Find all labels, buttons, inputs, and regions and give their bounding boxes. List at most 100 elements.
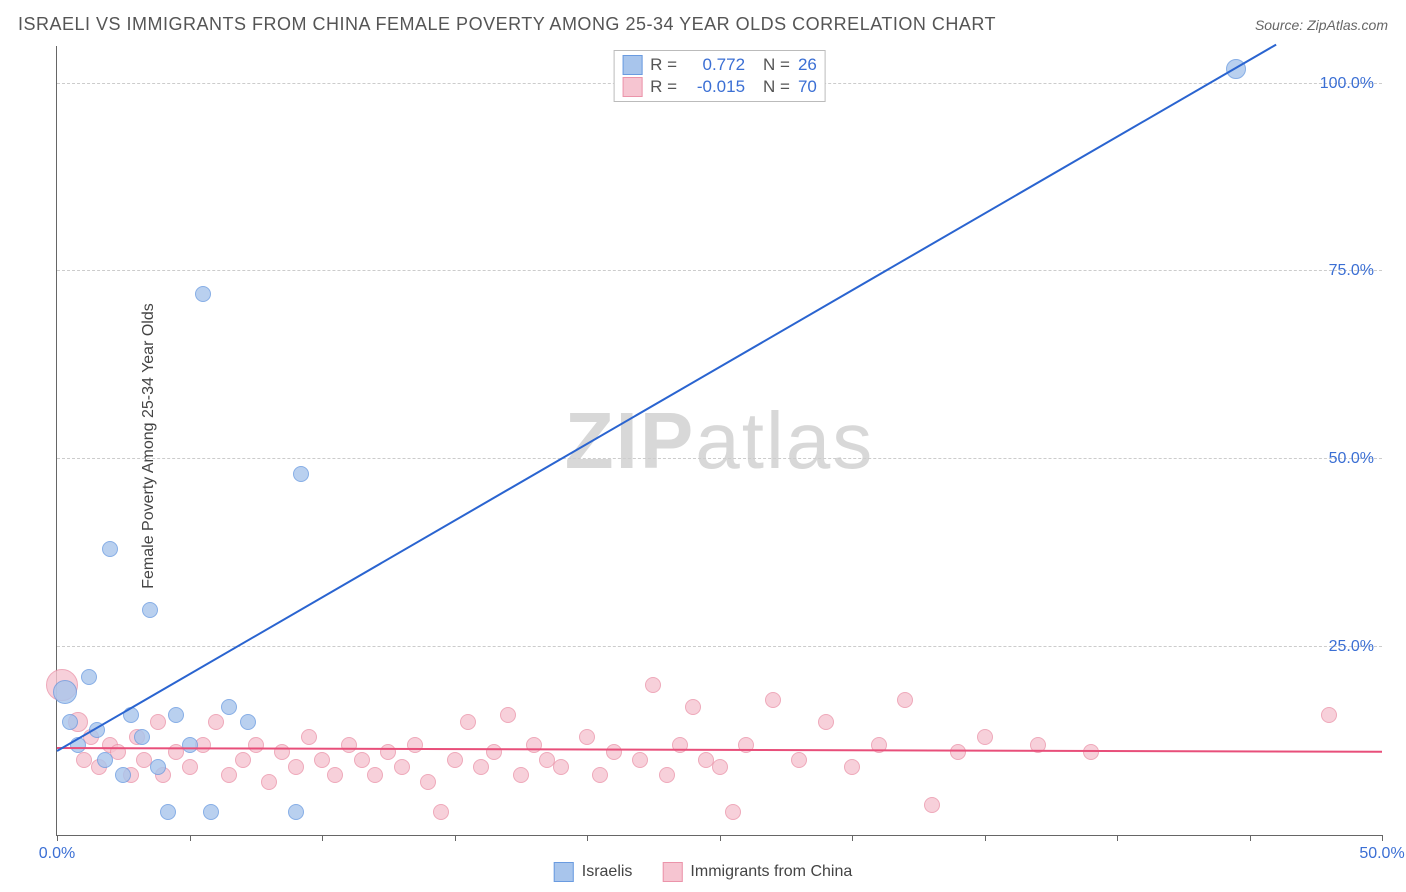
stats-row-china: R = -0.015 N = 70 <box>622 76 817 98</box>
x-tick <box>322 835 323 841</box>
data-point-israelis <box>81 669 97 685</box>
r-label: R = <box>650 77 677 97</box>
data-point-china <box>818 714 834 730</box>
data-point-china <box>327 767 343 783</box>
gridline <box>57 458 1382 459</box>
x-tick <box>190 835 191 841</box>
data-point-china <box>407 737 423 753</box>
data-point-china <box>288 759 304 775</box>
watermark: ZIPatlas <box>565 395 874 487</box>
y-tick-label: 100.0% <box>1320 75 1374 93</box>
n-value-china: 70 <box>798 77 817 97</box>
data-point-israelis <box>142 602 158 618</box>
data-point-china <box>460 714 476 730</box>
data-point-china <box>844 759 860 775</box>
x-tick <box>587 835 588 841</box>
legend-label-israelis: Israelis <box>582 863 633 881</box>
data-point-china <box>314 752 330 768</box>
data-point-china <box>433 804 449 820</box>
data-point-china <box>765 692 781 708</box>
chart-area: ZIPatlas R = 0.772 N = 26 R = -0.015 N =… <box>56 46 1382 836</box>
x-tick <box>1117 835 1118 841</box>
data-point-israelis <box>203 804 219 820</box>
data-point-israelis <box>288 804 304 820</box>
data-point-china <box>473 759 489 775</box>
data-point-china <box>791 752 807 768</box>
swatch-israelis <box>554 862 574 882</box>
data-point-china <box>950 744 966 760</box>
x-tick-label: 50.0% <box>1359 845 1404 863</box>
data-point-china <box>341 737 357 753</box>
data-point-israelis <box>62 714 78 730</box>
data-point-china <box>500 707 516 723</box>
data-point-china <box>1083 744 1099 760</box>
x-tick <box>852 835 853 841</box>
data-point-china <box>380 744 396 760</box>
legend-bottom: Israelis Immigrants from China <box>554 862 853 882</box>
title-bar: ISRAELI VS IMMIGRANTS FROM CHINA FEMALE … <box>18 14 1388 35</box>
data-point-china <box>1321 707 1337 723</box>
data-point-china <box>301 729 317 745</box>
legend-item-israelis: Israelis <box>554 862 633 882</box>
data-point-china <box>645 677 661 693</box>
x-tick <box>720 835 721 841</box>
correlation-stats-box: R = 0.772 N = 26 R = -0.015 N = 70 <box>613 50 826 102</box>
n-label: N = <box>763 55 790 75</box>
gridline <box>57 646 1382 647</box>
source-label: Source: ZipAtlas.com <box>1255 17 1388 33</box>
data-point-israelis <box>97 752 113 768</box>
chart-title: ISRAELI VS IMMIGRANTS FROM CHINA FEMALE … <box>18 14 996 35</box>
data-point-china <box>712 759 728 775</box>
data-point-china <box>208 714 224 730</box>
n-value-israelis: 26 <box>798 55 817 75</box>
legend-label-china: Immigrants from China <box>690 863 852 881</box>
y-tick-label: 50.0% <box>1329 450 1374 468</box>
x-tick <box>455 835 456 841</box>
data-point-china <box>447 752 463 768</box>
data-point-china <box>248 737 264 753</box>
data-point-israelis <box>221 699 237 715</box>
data-point-china <box>977 729 993 745</box>
watermark-atlas: atlas <box>695 396 874 485</box>
data-point-china <box>592 767 608 783</box>
y-tick-label: 25.0% <box>1329 638 1374 656</box>
data-point-china <box>553 759 569 775</box>
x-tick <box>1250 835 1251 841</box>
data-point-china <box>235 752 251 768</box>
data-point-china <box>394 759 410 775</box>
swatch-israelis <box>622 55 642 75</box>
swatch-china <box>662 862 682 882</box>
swatch-china <box>622 77 642 97</box>
data-point-china <box>606 744 622 760</box>
x-tick <box>1382 835 1383 841</box>
watermark-zip: ZIP <box>565 396 695 485</box>
gridline <box>57 270 1382 271</box>
n-label: N = <box>763 77 790 97</box>
data-point-israelis <box>182 737 198 753</box>
data-point-china <box>150 714 166 730</box>
data-point-china <box>367 767 383 783</box>
x-tick <box>985 835 986 841</box>
data-point-china <box>354 752 370 768</box>
data-point-china <box>579 729 595 745</box>
data-point-israelis <box>115 767 131 783</box>
data-point-israelis <box>134 729 150 745</box>
data-point-israelis <box>240 714 256 730</box>
data-point-israelis <box>195 286 211 302</box>
x-tick-label: 0.0% <box>39 845 75 863</box>
r-value-israelis: 0.772 <box>685 55 745 75</box>
r-label: R = <box>650 55 677 75</box>
r-value-china: -0.015 <box>685 77 745 97</box>
data-point-israelis <box>53 680 77 704</box>
data-point-china <box>513 767 529 783</box>
data-point-china <box>897 692 913 708</box>
data-point-china <box>261 774 277 790</box>
data-point-china <box>76 752 92 768</box>
data-point-china <box>420 774 436 790</box>
data-point-israelis <box>168 707 184 723</box>
data-point-china <box>526 737 542 753</box>
data-point-china <box>632 752 648 768</box>
data-point-china <box>725 804 741 820</box>
data-point-israelis <box>150 759 166 775</box>
data-point-israelis <box>293 466 309 482</box>
